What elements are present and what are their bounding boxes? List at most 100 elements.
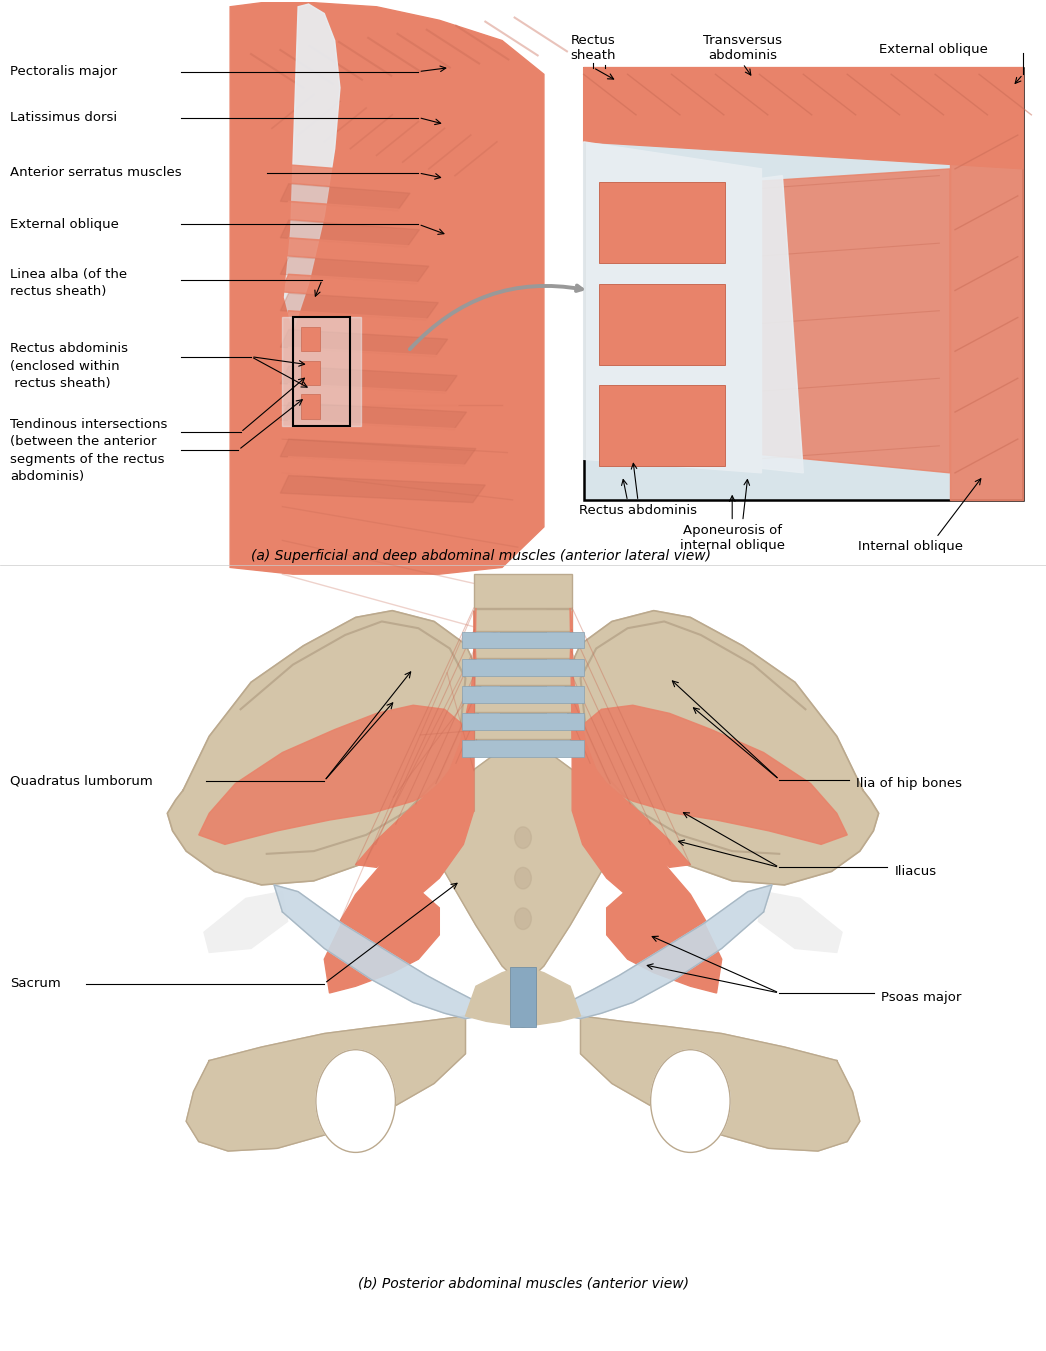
- Polygon shape: [274, 885, 479, 1019]
- Text: rectus sheath): rectus sheath): [10, 377, 111, 390]
- Bar: [474, 717, 572, 739]
- Bar: [474, 663, 572, 685]
- Text: segments of the rectus: segments of the rectus: [10, 453, 165, 466]
- Polygon shape: [340, 611, 476, 939]
- Polygon shape: [584, 142, 761, 473]
- Circle shape: [651, 1050, 730, 1152]
- Polygon shape: [280, 403, 467, 430]
- Polygon shape: [280, 238, 429, 265]
- Polygon shape: [584, 68, 1023, 169]
- Polygon shape: [607, 885, 722, 993]
- Polygon shape: [280, 184, 410, 211]
- Text: Psoas major: Psoas major: [881, 990, 961, 1004]
- Bar: [301, 327, 320, 351]
- Polygon shape: [167, 611, 481, 885]
- Polygon shape: [230, 3, 544, 574]
- Text: Internal oblique: Internal oblique: [858, 540, 962, 554]
- Polygon shape: [280, 420, 476, 447]
- Text: Iliacus: Iliacus: [894, 865, 936, 878]
- Text: Quadratus lumborum: Quadratus lumborum: [10, 774, 153, 788]
- Polygon shape: [758, 892, 842, 952]
- Polygon shape: [280, 476, 485, 503]
- Text: Linea alba (of the: Linea alba (of the: [10, 267, 128, 281]
- Circle shape: [316, 1050, 395, 1152]
- Polygon shape: [280, 347, 457, 374]
- Text: rectus sheath): rectus sheath): [10, 285, 107, 299]
- Polygon shape: [280, 366, 457, 393]
- Polygon shape: [280, 311, 448, 338]
- Bar: [301, 361, 320, 385]
- Polygon shape: [730, 176, 803, 473]
- Bar: [599, 182, 725, 263]
- Bar: [500, 681, 546, 690]
- Polygon shape: [741, 169, 950, 473]
- Polygon shape: [565, 611, 879, 885]
- Polygon shape: [280, 293, 438, 320]
- Text: (b) Posterior abdominal muscles (anterior view): (b) Posterior abdominal muscles (anterio…: [358, 1277, 688, 1290]
- Polygon shape: [280, 165, 410, 192]
- Text: Tendinous intersections: Tendinous intersections: [10, 417, 167, 431]
- Polygon shape: [567, 885, 772, 1019]
- Polygon shape: [280, 274, 438, 301]
- Polygon shape: [577, 705, 847, 844]
- Circle shape: [515, 908, 531, 929]
- Text: Pectoralis major: Pectoralis major: [10, 65, 117, 78]
- Text: Sacrum: Sacrum: [10, 977, 62, 990]
- Polygon shape: [280, 384, 467, 411]
- Polygon shape: [950, 68, 1023, 500]
- Text: Aponeurosis of
internal oblique: Aponeurosis of internal oblique: [680, 524, 784, 553]
- Bar: [510, 967, 536, 1027]
- Text: (between the anterior: (between the anterior: [10, 435, 157, 449]
- Polygon shape: [434, 746, 612, 986]
- Bar: [500, 627, 546, 636]
- Bar: [462, 632, 584, 648]
- Text: Rectus
sheath: Rectus sheath: [570, 34, 616, 62]
- Text: Rectus abdominis: Rectus abdominis: [579, 504, 697, 517]
- Polygon shape: [570, 611, 706, 939]
- Polygon shape: [280, 457, 485, 484]
- Polygon shape: [280, 220, 419, 247]
- Bar: [462, 686, 584, 703]
- Bar: [474, 690, 572, 712]
- Text: (enclosed within: (enclosed within: [10, 359, 120, 373]
- Circle shape: [515, 827, 531, 848]
- Bar: [599, 385, 725, 466]
- Bar: [584, 68, 1023, 500]
- Polygon shape: [186, 1016, 465, 1151]
- Bar: [500, 654, 546, 663]
- Polygon shape: [204, 892, 288, 952]
- Polygon shape: [282, 317, 361, 426]
- Polygon shape: [581, 1016, 860, 1151]
- Polygon shape: [199, 705, 469, 844]
- Polygon shape: [324, 885, 439, 993]
- Bar: [500, 600, 546, 609]
- Polygon shape: [465, 966, 581, 1027]
- Bar: [462, 713, 584, 730]
- Text: Anterior serratus muscles: Anterior serratus muscles: [10, 166, 182, 180]
- Bar: [474, 574, 572, 608]
- Bar: [293, 317, 350, 426]
- Text: External oblique: External oblique: [879, 43, 987, 57]
- Polygon shape: [570, 608, 690, 867]
- Bar: [462, 659, 584, 676]
- Polygon shape: [285, 4, 340, 331]
- Text: Rectus abdominis: Rectus abdominis: [10, 342, 129, 355]
- Bar: [462, 740, 584, 757]
- Bar: [599, 284, 725, 365]
- Bar: [500, 708, 546, 717]
- Polygon shape: [356, 608, 476, 867]
- Polygon shape: [280, 201, 419, 228]
- Polygon shape: [280, 330, 448, 357]
- Polygon shape: [280, 257, 429, 284]
- Text: Latissimus dorsi: Latissimus dorsi: [10, 111, 117, 124]
- Bar: [474, 609, 572, 631]
- Bar: [474, 636, 572, 658]
- Polygon shape: [280, 439, 476, 466]
- Text: Ilia of hip bones: Ilia of hip bones: [856, 777, 961, 790]
- Text: (a) Superficial and deep abdominal muscles (anterior lateral view): (a) Superficial and deep abdominal muscl…: [251, 549, 711, 562]
- Text: Transversus
abdominis: Transversus abdominis: [703, 34, 782, 62]
- Bar: [301, 394, 320, 419]
- Text: External oblique: External oblique: [10, 218, 119, 231]
- Text: abdominis): abdominis): [10, 470, 85, 484]
- Circle shape: [515, 867, 531, 889]
